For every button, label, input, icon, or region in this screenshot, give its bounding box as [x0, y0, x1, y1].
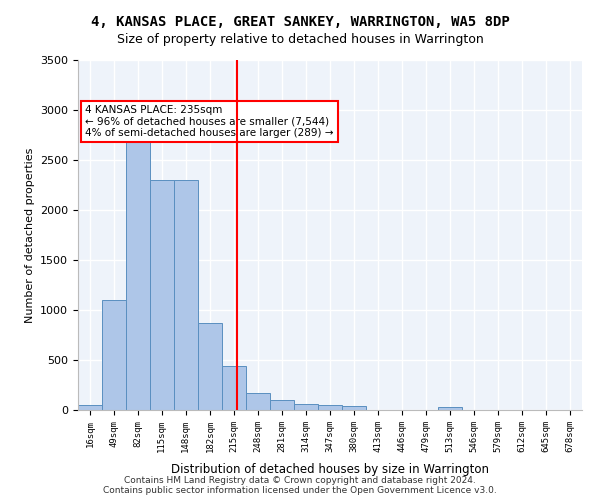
Text: Size of property relative to detached houses in Warrington: Size of property relative to detached ho…: [116, 32, 484, 46]
Y-axis label: Number of detached properties: Number of detached properties: [25, 148, 35, 322]
X-axis label: Distribution of detached houses by size in Warrington: Distribution of detached houses by size …: [171, 463, 489, 476]
Bar: [150, 180, 174, 410]
Bar: [246, 392, 270, 410]
Bar: [294, 404, 318, 410]
Bar: [174, 180, 197, 410]
Text: 4 KANSAS PLACE: 235sqm
← 96% of detached houses are smaller (7,544)
4% of semi-d: 4 KANSAS PLACE: 235sqm ← 96% of detached…: [85, 105, 334, 138]
Bar: [270, 400, 294, 410]
Bar: [102, 300, 126, 410]
Bar: [318, 405, 342, 410]
Bar: [126, 135, 150, 410]
Bar: [439, 406, 463, 410]
Bar: [78, 405, 102, 410]
Text: 4, KANSAS PLACE, GREAT SANKEY, WARRINGTON, WA5 8DP: 4, KANSAS PLACE, GREAT SANKEY, WARRINGTO…: [91, 15, 509, 29]
Bar: [342, 406, 366, 410]
Bar: [199, 322, 223, 410]
Bar: [223, 366, 246, 410]
Text: Contains HM Land Registry data © Crown copyright and database right 2024.
Contai: Contains HM Land Registry data © Crown c…: [103, 476, 497, 495]
